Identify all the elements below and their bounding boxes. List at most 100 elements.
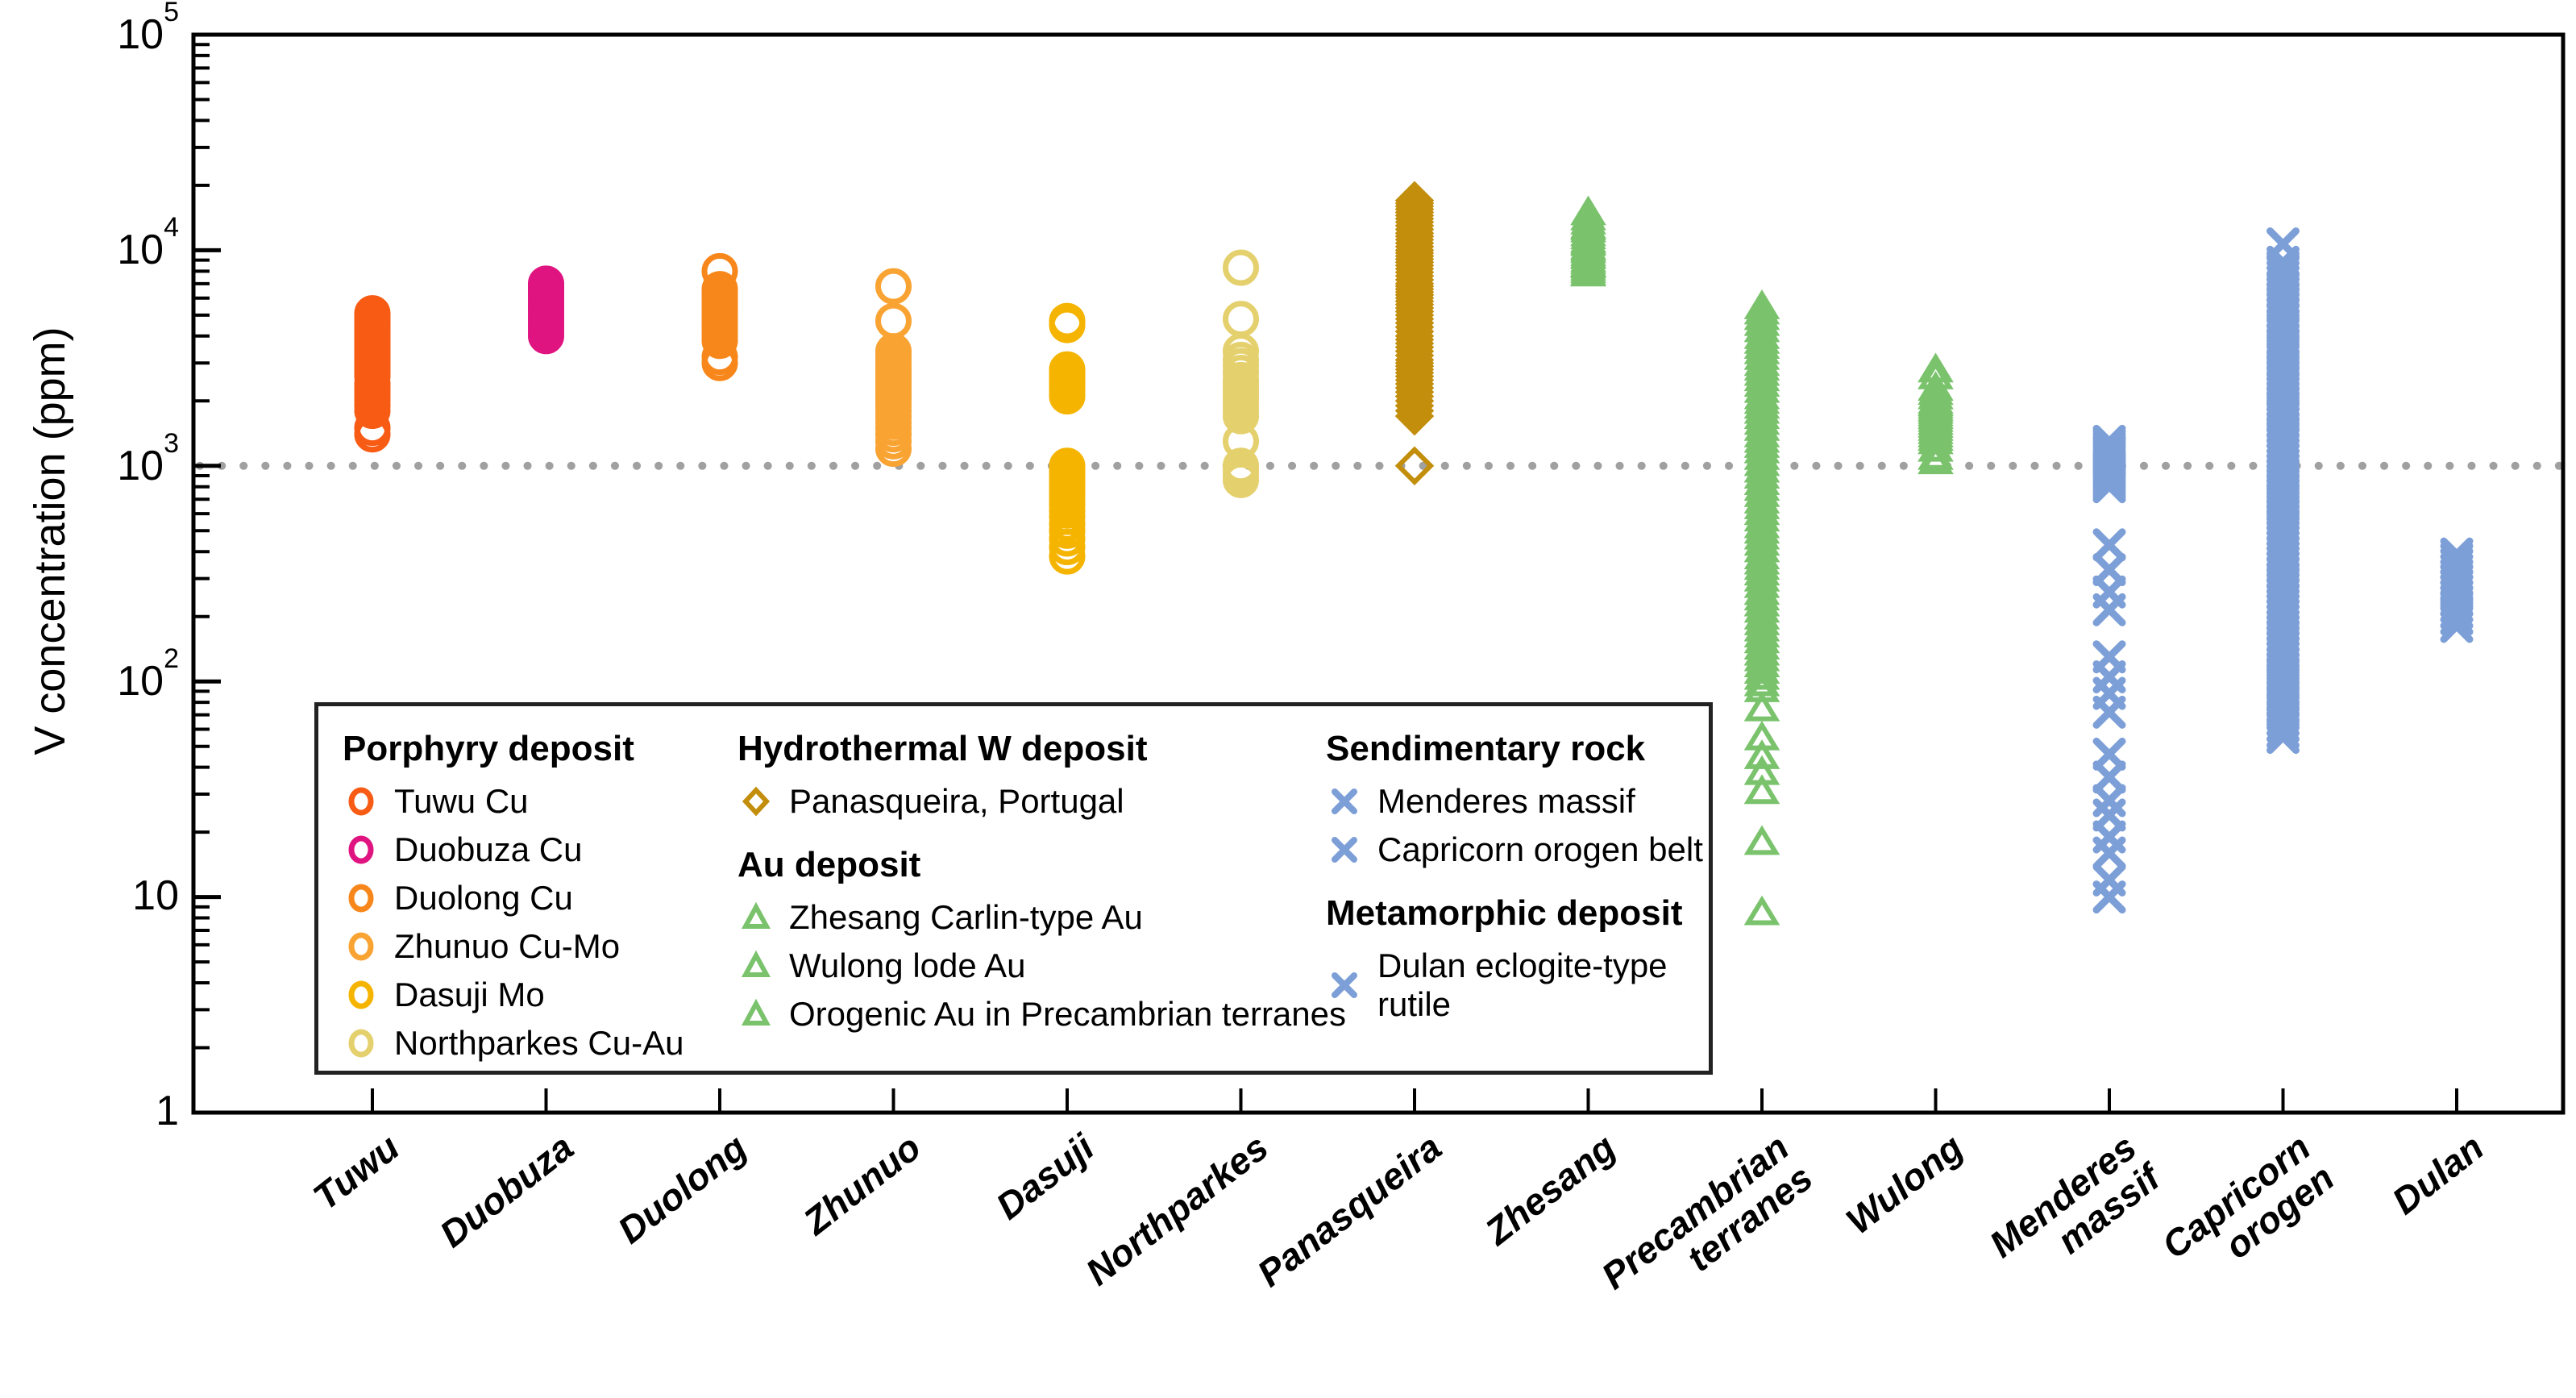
plot-frame (191, 32, 2566, 1115)
legend-item-label: Northparkes Cu-Au (394, 1024, 684, 1062)
legend-item-label: Dasuji Mo (394, 976, 545, 1013)
circle-legend-marker-icon (348, 787, 374, 816)
triangle-legend-marker-icon (741, 998, 771, 1026)
data-point (875, 268, 912, 305)
data-point (2092, 593, 2126, 626)
data-point (1570, 256, 1606, 287)
legend-item-label: Panasqueira, Portugal (789, 782, 1124, 820)
diamond-legend-marker-icon (742, 786, 771, 817)
data-point (2092, 880, 2126, 914)
data-point (1223, 249, 1259, 286)
legend-item-label: Wulong lode Au (789, 947, 1026, 984)
data-point (1743, 825, 1780, 855)
data-point (1743, 659, 1780, 690)
data-point (2092, 528, 2126, 562)
data-point (1049, 378, 1086, 415)
legend-column: Porphyry deposit Tuwu Cu Duobuza Cu Duolong… (343, 726, 683, 1072)
circle-legend-marker-icon (348, 884, 374, 913)
legend-item-label: Menderes massif (1377, 782, 1635, 820)
triangle-legend-marker-icon (741, 950, 771, 977)
plot-canvas (191, 32, 2566, 1115)
legend-item: Duolong Cu (343, 879, 683, 917)
legend-group-title: Au deposit (737, 845, 921, 884)
data-point (2092, 836, 2126, 870)
legend-item-label: Duolong Cu (394, 879, 573, 917)
data-point (1394, 368, 1435, 408)
legend-column: Sendimentary rock Menderes massif Capricor… (1326, 726, 1709, 1034)
x-legend-marker-icon (1332, 972, 1357, 998)
y-axis-title: V concentration (ppm) (26, 327, 74, 755)
legend-item-label: Tuwu Cu (394, 782, 529, 820)
data-point (2092, 760, 2126, 794)
legend-column: Hydrothermal W deposit Panasqueira, Portu… (737, 726, 1346, 1043)
legend-item-label: Zhunuo Cu-Mo (394, 927, 621, 965)
legend-item: Menderes massif (1326, 782, 1709, 821)
data-point (354, 393, 391, 430)
legend-item: Tuwu Cu (343, 782, 683, 821)
triangle-legend-marker-icon (741, 901, 771, 929)
data-point (701, 344, 738, 381)
data-point (1223, 397, 1259, 435)
y-tick-label: 103 (117, 427, 179, 489)
data-point (1394, 446, 1435, 486)
data-point (1049, 538, 1086, 575)
legend-group-title: Porphyry deposit (343, 729, 634, 768)
data-point (1917, 431, 1954, 462)
data-point (1223, 461, 1259, 498)
data-point (1917, 444, 1954, 475)
legend: Porphyry deposit Tuwu Cu Duobuza Cu Duolong… (314, 702, 1713, 1075)
data-point (1743, 739, 1780, 769)
data-point (1049, 306, 1086, 343)
data-point (1394, 396, 1435, 436)
y-tick-label: 104 (117, 212, 179, 274)
legend-item-label: Capricorn orogen belt (1377, 830, 1703, 868)
data-point (1743, 774, 1780, 805)
legend-item: Northparkes Cu-Au (343, 1024, 683, 1063)
legend-group-title: Sendimentary rock (1326, 729, 1646, 768)
data-point (354, 416, 391, 453)
y-tick-label: 105 (117, 0, 179, 58)
circle-legend-marker-icon (348, 980, 374, 1009)
y-tick-label: 102 (117, 643, 179, 705)
data-point (1743, 895, 1780, 926)
data-point (1394, 377, 1435, 416)
legend-item: Orogenic Au in Precambrian terranes (737, 995, 1346, 1034)
x-legend-marker-icon (1332, 837, 1357, 863)
legend-item: Capricorn orogen belt (1326, 830, 1709, 869)
legend-item: Zhunuo Cu-Mo (343, 927, 683, 966)
data-point (2266, 709, 2300, 743)
circle-legend-marker-icon (348, 835, 374, 864)
legend-item-label: Duobuza Cu (394, 830, 583, 868)
data-point (1394, 386, 1435, 426)
data-point (1394, 391, 1435, 431)
data-point (875, 431, 912, 468)
legend-item-label: Dulan eclogite-type rutile (1377, 947, 1668, 1023)
data-point (2440, 602, 2474, 636)
data-point (2266, 721, 2300, 755)
legend-item-label: Orogenic Au in Precambrian terranes (789, 995, 1347, 1033)
data-point (1743, 691, 1780, 722)
legend-item-label: Zhesang Carlin-type Au (789, 898, 1143, 936)
y-tick-label: 10 (132, 872, 179, 919)
data-point (2092, 470, 2126, 504)
data-point (701, 322, 738, 360)
data-point (1223, 301, 1259, 338)
data-point (1394, 381, 1435, 421)
data-point (528, 318, 564, 355)
legend-group-title: Metamorphic deposit (1326, 893, 1683, 933)
x-legend-marker-icon (1332, 788, 1357, 814)
legend-item: Panasqueira, Portugal (737, 782, 1346, 821)
y-tick-label: 1 (156, 1088, 179, 1134)
data-point (875, 302, 912, 339)
data-point (2440, 610, 2474, 643)
legend-group-title: Hydrothermal W deposit (737, 729, 1148, 768)
legend-item: Duobuza Cu (343, 830, 683, 869)
circle-legend-marker-icon (348, 1029, 374, 1058)
legend-item: Zhesang Carlin-type Au (737, 898, 1346, 937)
circle-legend-marker-icon (348, 932, 374, 961)
data-point (2092, 695, 2126, 729)
legend-item: Dulan eclogite-type rutile (1326, 947, 1709, 1024)
data-point (2092, 737, 2126, 771)
legend-item: Dasuji Mo (343, 976, 683, 1014)
legend-item: Wulong lode Au (737, 947, 1346, 985)
